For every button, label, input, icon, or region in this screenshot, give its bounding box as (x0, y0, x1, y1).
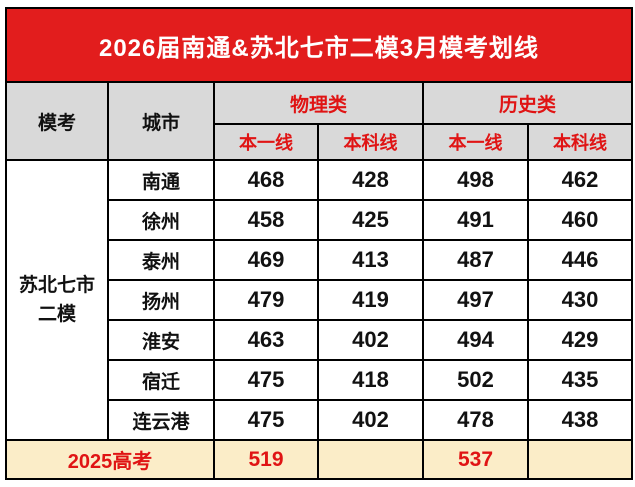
table-row-lianyungang: 连云港 475 402 478 438 (6, 399, 634, 441)
header-row-tiers: 本一线 本科线 本一线 本科线 (6, 123, 634, 161)
header-row-groups: 模考 城市 物理类 历史类 (5, 81, 634, 161)
exam-group-label: 苏北七市 二模 (5, 159, 109, 441)
header-cell-physics-tier1: 本一线 (213, 123, 319, 161)
city-cell: 宿迁 (107, 359, 215, 401)
footer-score-physics-tier2 (317, 439, 424, 480)
table-row-nantong: 苏北七市 二模 南通 468 428 498 462 (5, 159, 634, 441)
city-cell: 连云港 (107, 399, 215, 441)
footer-score-history-tier2 (526, 439, 634, 480)
score-cell-history-tier1: 497 (422, 279, 529, 321)
city-cell: 南通 (107, 159, 215, 201)
score-cell-history-tier2: 438 (526, 399, 634, 441)
score-cell-physics-tier1: 458 (213, 199, 319, 241)
score-cell-history-tier1: 491 (422, 199, 529, 241)
table-row-huaian: 淮安 463 402 494 429 (6, 319, 634, 361)
header-cell-history-tier2: 本科线 (526, 123, 634, 161)
score-cell-physics-tier1: 468 (213, 159, 319, 201)
score-cell-history-tier1: 478 (422, 399, 529, 441)
table-row-suqian: 宿迁 475 418 502 435 (6, 359, 634, 401)
score-cell-history-tier2: 462 (526, 159, 634, 201)
table-row-xuzhou: 徐州 458 425 491 460 (6, 199, 634, 241)
score-cell-history-tier1: 502 (422, 359, 529, 401)
score-cell-physics-tier2: 428 (317, 159, 424, 201)
header-cell-history-tier1: 本一线 (422, 123, 529, 161)
score-cell-physics-tier1: 469 (213, 239, 319, 281)
score-cell-history-tier2: 435 (526, 359, 634, 401)
city-cell: 徐州 (107, 199, 215, 241)
table-row-yangzhou: 扬州 479 419 497 430 (6, 279, 634, 321)
score-cell-physics-tier2: 418 (317, 359, 424, 401)
score-cell-history-tier2: 429 (526, 319, 634, 361)
score-cell-history-tier2: 430 (526, 279, 634, 321)
score-cutoff-table: 2026届南通&苏北七市二模3月模考划线 模考 城市 物理类 历史类 本一线 本… (4, 7, 634, 480)
footer-label-2025-gaokao: 2025高考 (5, 439, 215, 480)
score-cell-physics-tier1: 463 (213, 319, 319, 361)
table-row-2025-gaokao: 2025高考 519 537 (5, 439, 634, 480)
score-cell-physics-tier2: 402 (317, 399, 424, 441)
header-cell-history: 历史类 (421, 81, 634, 125)
score-cell-physics-tier2: 425 (317, 199, 424, 241)
score-cell-history-tier1: 494 (422, 319, 529, 361)
score-cell-physics-tier2: 402 (317, 319, 424, 361)
footer-score-history-tier1: 537 (422, 439, 529, 480)
city-cell: 淮安 (107, 319, 215, 361)
footer-score-physics-tier1: 519 (213, 439, 319, 480)
header-cell-physics: 物理类 (213, 81, 424, 125)
header-cell-physics-tier2: 本科线 (317, 123, 424, 161)
score-cell-history-tier1: 487 (422, 239, 529, 281)
header-cell-mock: 模考 (5, 81, 109, 161)
score-cell-physics-tier1: 479 (213, 279, 319, 321)
city-cell: 泰州 (107, 239, 215, 281)
score-cell-physics-tier1: 475 (213, 399, 319, 441)
score-cell-history-tier1: 498 (422, 159, 529, 201)
header-cell-city: 城市 (107, 81, 215, 161)
title-row: 2026届南通&苏北七市二模3月模考划线 (4, 7, 634, 83)
score-cell-history-tier2: 460 (526, 199, 634, 241)
score-cell-physics-tier2: 419 (317, 279, 424, 321)
score-cell-physics-tier2: 413 (317, 239, 424, 281)
score-cell-physics-tier1: 475 (213, 359, 319, 401)
city-cell: 扬州 (107, 279, 215, 321)
page-title: 2026届南通&苏北七市二模3月模考划线 (4, 7, 634, 83)
table-row-taizhou: 泰州 469 413 487 446 (6, 239, 634, 281)
score-cell-history-tier2: 446 (526, 239, 634, 281)
